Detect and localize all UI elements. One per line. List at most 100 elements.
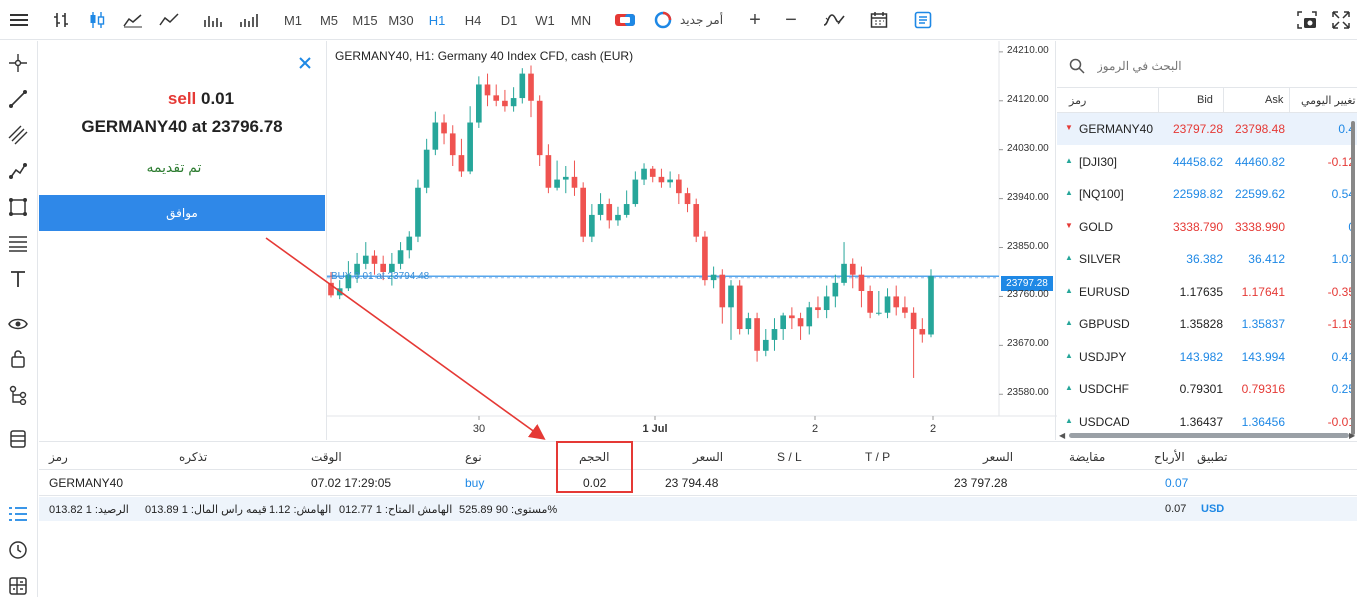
timeframe-d1[interactable]: D1	[500, 12, 518, 28]
candle[interactable]	[458, 138, 465, 177]
candle[interactable]	[841, 242, 847, 286]
bar-chart-type-icon[interactable]	[50, 9, 72, 31]
candle[interactable]	[606, 198, 613, 229]
header-daily-change[interactable]: تغيير اليومي	[1301, 95, 1356, 107]
candle[interactable]	[528, 65, 534, 118]
candle[interactable]	[867, 285, 873, 319]
scroll-right-icon[interactable]: ▶	[1349, 431, 1356, 440]
candle[interactable]	[902, 296, 908, 319]
zoom-out-icon[interactable]: −	[785, 8, 797, 31]
candle[interactable]	[476, 76, 482, 128]
timeframe-m1[interactable]: M1	[283, 12, 303, 28]
parallel-channel-icon[interactable]	[7, 124, 29, 146]
object-tree-icon[interactable]	[7, 384, 29, 406]
candle[interactable]	[658, 168, 665, 188]
candle[interactable]	[615, 206, 621, 226]
candle[interactable]	[676, 174, 682, 205]
candle[interactable]	[754, 312, 760, 362]
trade-list-icon[interactable]	[7, 503, 29, 525]
candle[interactable]	[597, 193, 604, 221]
candle[interactable]	[397, 242, 404, 270]
col-volume[interactable]: الحجم	[579, 450, 610, 464]
header-ask[interactable]: Ask	[1265, 94, 1284, 106]
candle[interactable]	[910, 307, 917, 378]
candle[interactable]	[806, 301, 813, 335]
col-apply[interactable]: تطبيق	[1197, 450, 1228, 464]
candle[interactable]	[649, 166, 656, 183]
candle[interactable]	[580, 182, 586, 243]
candle[interactable]	[762, 329, 769, 357]
candle[interactable]	[441, 114, 447, 145]
candle[interactable]	[789, 307, 795, 330]
candle[interactable]	[554, 160, 560, 191]
template-icon[interactable]	[912, 9, 934, 31]
candle[interactable]	[510, 87, 517, 112]
candle[interactable]	[858, 266, 865, 308]
candle[interactable]	[893, 285, 900, 316]
watchlist-row[interactable]: ▲ SILVER 36.382 36.412 1.01	[1057, 243, 1357, 275]
candle[interactable]	[406, 231, 413, 259]
header-symbol[interactable]: رمز	[1069, 95, 1087, 107]
watchlist-row[interactable]: ▲ [DJI30] 44458.62 44460.82 -0.12	[1057, 146, 1357, 178]
timeframe-h1[interactable]: H1	[428, 12, 446, 28]
candle[interactable]	[919, 318, 926, 343]
candle[interactable]	[684, 187, 691, 213]
area-chart-type-icon[interactable]	[122, 9, 144, 31]
col-price[interactable]: السعر	[693, 450, 724, 464]
new-order-button[interactable]: أمر جديد	[654, 9, 734, 31]
col-type[interactable]: نوع	[465, 450, 482, 464]
candle[interactable]	[467, 106, 473, 175]
candle[interactable]	[876, 291, 882, 316]
candle[interactable]	[710, 266, 717, 289]
candle[interactable]	[797, 312, 804, 340]
ok-button[interactable]: موافق	[39, 195, 325, 231]
timeframe-m15[interactable]: M15	[352, 12, 378, 28]
candle[interactable]	[562, 166, 569, 194]
watchlist-row[interactable]: ▲ USDCAD 1.36437 1.36456 -0.01	[1057, 406, 1357, 432]
candle[interactable]	[823, 285, 830, 319]
line-chart-type-icon[interactable]	[158, 9, 180, 31]
crosshair-icon[interactable]	[7, 52, 29, 74]
candle[interactable]	[849, 258, 856, 289]
candle[interactable]	[493, 84, 500, 107]
candle[interactable]	[362, 242, 369, 270]
candle[interactable]	[449, 125, 456, 166]
timeframe-mn[interactable]: MN	[570, 12, 592, 28]
watchlist-scrollbar[interactable]	[1351, 121, 1355, 435]
candle[interactable]	[423, 138, 430, 194]
candle[interactable]	[415, 179, 421, 243]
col-sl[interactable]: S / L	[777, 450, 802, 464]
timeframe-w1[interactable]: W1	[535, 12, 555, 28]
candle[interactable]	[432, 111, 439, 156]
fullscreen-icon[interactable]	[1330, 9, 1352, 31]
fibonacci-icon[interactable]	[7, 232, 29, 254]
candlestick-plot[interactable]	[327, 41, 1057, 440]
candle[interactable]	[928, 269, 934, 338]
polyline-icon[interactable]	[7, 160, 29, 182]
watchlist-row[interactable]: ▲ [NQ100] 22598.82 22599.62 0.54	[1057, 178, 1357, 210]
watchlist-row[interactable]: ▲ USDCHF 0.79301 0.79316 0.25	[1057, 373, 1357, 405]
candle[interactable]	[589, 204, 595, 243]
indicator-chart-icon[interactable]	[822, 9, 846, 31]
candle[interactable]	[719, 269, 726, 324]
col-symbol[interactable]: رمز	[49, 450, 68, 464]
candle[interactable]	[780, 312, 786, 340]
candle[interactable]	[519, 68, 526, 104]
volumes-icon[interactable]	[202, 9, 224, 31]
candle[interactable]	[623, 190, 630, 218]
visibility-eye-icon[interactable]	[7, 313, 29, 335]
candle[interactable]	[702, 231, 708, 286]
candle[interactable]	[545, 144, 552, 194]
candle[interactable]	[667, 171, 673, 188]
col-current-price[interactable]: السعر	[983, 450, 1014, 464]
watchlist-hscrollbar[interactable]	[1069, 433, 1349, 438]
candle[interactable]	[832, 274, 839, 308]
candle[interactable]	[484, 73, 491, 107]
col-swap[interactable]: مقايضة	[1069, 450, 1106, 464]
calendar-icon[interactable]	[868, 9, 890, 31]
watchlist-row[interactable]: ▲ EURUSD 1.17635 1.17641 -0.35	[1057, 276, 1357, 308]
symbol-search[interactable]	[1069, 55, 1349, 77]
candle[interactable]	[641, 163, 647, 186]
scroll-left-icon[interactable]: ◀	[1059, 431, 1066, 440]
